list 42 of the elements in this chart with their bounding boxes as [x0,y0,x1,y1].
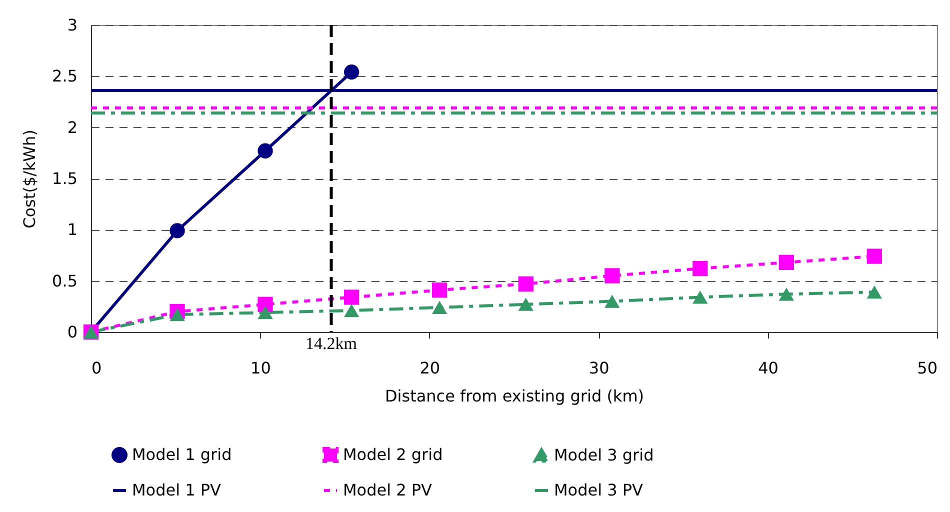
point [604,268,620,284]
y-tick-label: 2.5 [52,66,78,86]
y-tick-label: 0.5 [52,271,78,290]
point [866,286,882,299]
point [778,254,794,270]
y-tick-label: 1.5 [52,169,78,188]
point [518,276,534,292]
point [344,64,360,80]
point [604,294,620,308]
point [778,288,794,301]
point [692,290,708,304]
y-axis-title: Cost($/kWh) [20,130,40,228]
legend-label: Model 2 PV [343,480,432,500]
point [258,306,273,320]
point [258,143,273,158]
legend-label: Model 1 grid [132,444,232,464]
legend-label: Model 3 grid [554,445,654,464]
legend-label: Model 3 PV [554,480,644,500]
y-tick-label: 2 [67,118,78,137]
legend-label: Model 1 PV [132,480,222,500]
point [170,223,185,238]
y-tick-label: 3 [67,16,78,34]
point [432,300,448,314]
x-tick-label: 50 [917,358,938,378]
x-tick-label: 0 [92,358,102,378]
x-tick-label: 20 [420,358,440,378]
point [170,308,185,322]
point [866,248,882,264]
legend-label: Model 2 grid [343,444,443,464]
y-tick-label: 0 [67,322,78,342]
x-axis-title: Distance from existing grid (km) [384,386,644,406]
point [692,260,708,276]
x-tick-label: 30 [588,358,610,378]
x-tick-label: 10 [250,358,271,378]
point [432,282,448,298]
point [344,304,360,318]
ref-line-label: 14.2km [306,334,358,353]
point [344,290,360,305]
x-tick-label: 40 [758,358,778,378]
point [518,298,534,311]
y-tick-label: 1 [67,220,78,240]
point [258,296,273,312]
